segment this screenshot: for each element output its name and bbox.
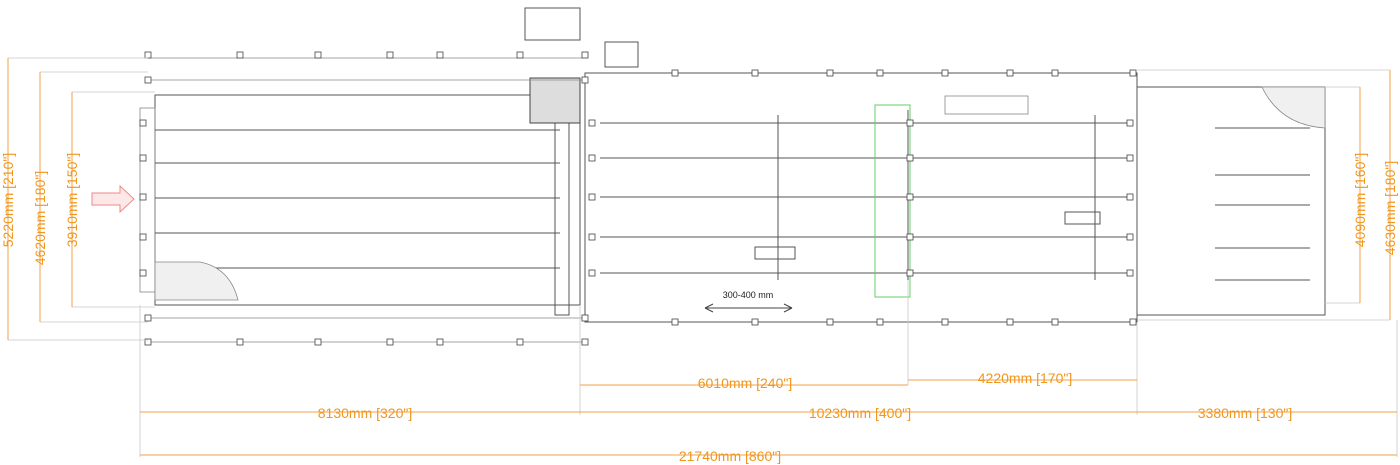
gap-note: 300-400 mm — [704, 290, 793, 313]
dimension-label: 10230mm [400"] — [809, 405, 911, 421]
dimension-lines — [7, 58, 1397, 456]
extension-lines — [8, 57, 1398, 457]
dimension-label: 3380mm [130"] — [1198, 405, 1292, 421]
dimension-label: 4620mm [180"] — [32, 171, 48, 265]
dimension-label: 21740mm [860"] — [679, 448, 781, 464]
machine-outline — [91, 7, 1326, 346]
dimension-label: 8130mm [320"] — [318, 405, 412, 421]
dimension-label: 5220mm [210"] — [0, 153, 16, 247]
dimension-label: 4090mm [160"] — [1352, 153, 1368, 247]
note: 300-400 mm — [723, 290, 774, 300]
dimension-labels: 5220mm [210"] 4620mm [180"] 3910mm [150"… — [0, 153, 1398, 464]
dimension-label: 3910mm [150"] — [64, 153, 80, 247]
dimension-label: 6010mm [240"] — [698, 375, 792, 391]
dimension-label: 4630mm [180"] — [1382, 161, 1398, 255]
dimension-label: 4220mm [170"] — [978, 370, 1072, 386]
